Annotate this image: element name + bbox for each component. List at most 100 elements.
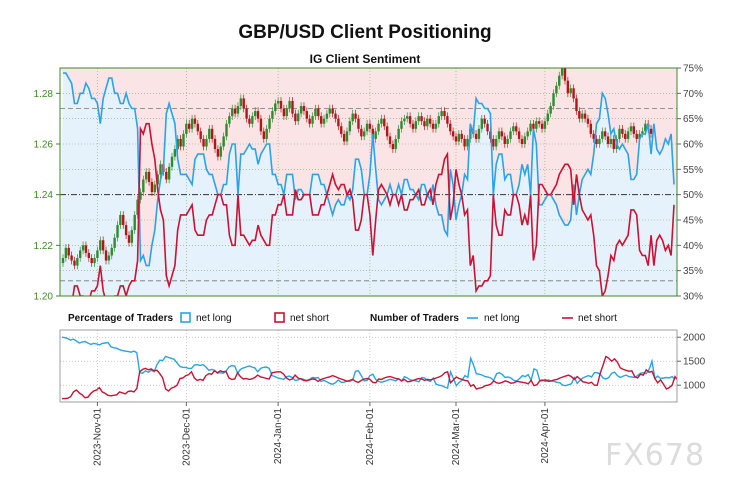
candle-body (314, 108, 317, 117)
candle-body (297, 113, 300, 122)
y-left-tick-label: 1.20 (34, 292, 54, 303)
x-tick-label: 2023-Nov-01 (92, 408, 103, 466)
candle-body (208, 128, 211, 139)
candle-body (517, 131, 521, 139)
candle-body (523, 136, 527, 144)
candle-body (497, 131, 501, 139)
candle-body (251, 116, 254, 124)
candle-body (127, 235, 131, 243)
x-tick-label: 2023-Dec-01 (181, 408, 192, 466)
candle-body (443, 111, 446, 117)
candle-body (61, 258, 65, 264)
candle-body (142, 179, 145, 193)
candle-body (368, 123, 372, 129)
y-left-tick-label: 1.24 (34, 190, 54, 201)
candle-body (575, 98, 578, 112)
candle-body (638, 133, 641, 139)
candle-body (500, 131, 504, 137)
candle-body (150, 182, 154, 193)
traders-y-tick-label: 1500 (683, 357, 706, 368)
candle-body (535, 121, 538, 129)
candle-body (185, 123, 188, 134)
candle-body (437, 116, 440, 124)
candle-body (219, 146, 222, 157)
candle-body (348, 121, 352, 132)
candle-body (540, 123, 544, 129)
sentiment-background (60, 68, 677, 296)
candle-body (87, 252, 91, 258)
candle-body (139, 192, 142, 200)
candle-body (411, 123, 415, 129)
candle-body (572, 88, 575, 99)
net-long-zone (60, 73, 677, 296)
traders-y-tick-label: 1000 (683, 381, 706, 392)
candle-body (417, 116, 420, 122)
candle-body (589, 123, 593, 134)
candle-body (549, 106, 552, 114)
candle-body (136, 199, 139, 215)
candle-body (546, 113, 549, 122)
candle-body (322, 118, 326, 124)
candle-body (319, 116, 323, 124)
candle-body (385, 126, 389, 137)
legend-num-long-label: net long (484, 313, 520, 324)
candle-body (116, 225, 119, 238)
candle-body (520, 138, 524, 144)
candle-body (581, 113, 584, 119)
net-short-count-line (62, 355, 677, 400)
candle-body (122, 214, 125, 226)
x-tick-label: 2024-Mar-01 (451, 408, 462, 466)
y-left-tick-label: 1.26 (34, 140, 54, 151)
candle-body (124, 225, 128, 236)
candle-body (334, 113, 337, 119)
candle-body (64, 247, 68, 258)
candle-body (380, 118, 383, 124)
candle-body (271, 111, 274, 119)
candle-body (299, 106, 303, 114)
candle-body (67, 247, 70, 256)
y-right-tick-label: 70% (683, 89, 703, 100)
y-right-tick-label: 30% (683, 292, 703, 303)
candle-body (159, 164, 162, 175)
candle-body (242, 98, 245, 109)
y-right-tick-label: 75% (683, 64, 703, 75)
candle-body (205, 138, 208, 147)
candle-body (362, 131, 366, 137)
candle-body (233, 108, 237, 114)
candle-body (560, 68, 564, 76)
candle-body (239, 98, 243, 106)
candle-body (256, 111, 260, 119)
candle-body (222, 136, 225, 147)
candle-body (641, 131, 644, 134)
candle-body (282, 108, 286, 117)
candle-body (165, 171, 168, 180)
candle-body (552, 93, 555, 106)
candle-body (420, 116, 423, 122)
y-right-tick-label: 60% (683, 140, 703, 151)
x-axis-dates: 2023-Nov-01 2023-Dec-01 2024-Jan-01 2024-Fe… (92, 402, 551, 466)
candle-body (503, 136, 506, 144)
traders-y-tick-label: 2000 (683, 333, 706, 344)
legend-pct-long-swatch (180, 312, 191, 323)
candle-body (188, 123, 191, 129)
y-axis-left: 1.20 1.22 1.24 1.26 1.28 (34, 89, 60, 303)
candle-body (595, 138, 598, 144)
legend: Percentage of Traders net long net short… (68, 312, 617, 324)
candle-body (213, 138, 217, 150)
chart-title: GBP/USD Client Positioning (238, 22, 491, 43)
candle-body (96, 250, 99, 258)
candle-body (291, 100, 294, 114)
y-axis-right: 30% 35% 40% 45% 50% 55% 60% 65% 70% 75% (677, 64, 703, 303)
traders-gridlines (60, 330, 677, 402)
candle-body (460, 133, 463, 139)
candle-body (626, 131, 630, 139)
candle-body (236, 106, 240, 114)
candle-body (566, 80, 570, 94)
candle-body (276, 100, 280, 104)
candle-body (340, 126, 343, 134)
candle-body (81, 245, 85, 251)
candle-body (170, 156, 174, 167)
candle-body (182, 133, 185, 147)
legend-num-short-label: net short (578, 313, 617, 324)
